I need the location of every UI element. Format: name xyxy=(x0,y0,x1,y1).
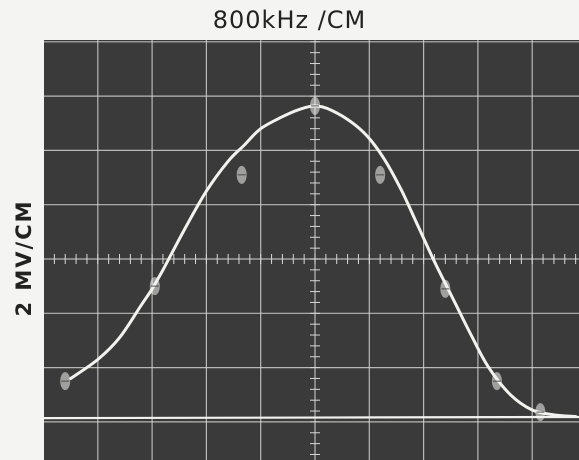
trace-data-point xyxy=(96,358,99,361)
y-axis-label: 2 MV/CM xyxy=(12,199,36,317)
oscilloscope-screen xyxy=(44,40,579,460)
trace-data-point xyxy=(140,304,143,307)
trace-data-point xyxy=(352,122,354,125)
trace-data-point xyxy=(162,268,164,271)
trace-data-point xyxy=(297,108,300,111)
trace-data-point xyxy=(471,336,474,339)
trace-data-point xyxy=(417,225,420,228)
chart-title: 800kHz /CM xyxy=(212,6,367,34)
trace-data-point xyxy=(368,137,371,140)
trace-data-point xyxy=(281,115,284,118)
trace-data-point xyxy=(553,413,555,416)
trace-data-point xyxy=(259,127,262,130)
trace-baseline xyxy=(44,415,579,420)
trace-data-point xyxy=(183,228,186,231)
trace-data-point xyxy=(400,190,403,193)
trace-data-point xyxy=(455,304,458,307)
trace-data-point xyxy=(227,160,230,163)
trace-data-point xyxy=(433,260,436,263)
trace-data-point xyxy=(330,109,333,112)
trace-data-point xyxy=(243,144,246,146)
trace-data-point xyxy=(118,336,121,339)
trace-data-point xyxy=(509,393,512,396)
graticule-ticks xyxy=(53,41,577,455)
trace-data-point xyxy=(531,409,534,411)
trace-data-point xyxy=(487,366,490,369)
trace-group xyxy=(44,104,579,420)
trace-data-point xyxy=(384,160,387,163)
trace-data-point xyxy=(205,190,208,193)
trace-data-point xyxy=(69,377,72,380)
marker-group xyxy=(60,96,546,422)
